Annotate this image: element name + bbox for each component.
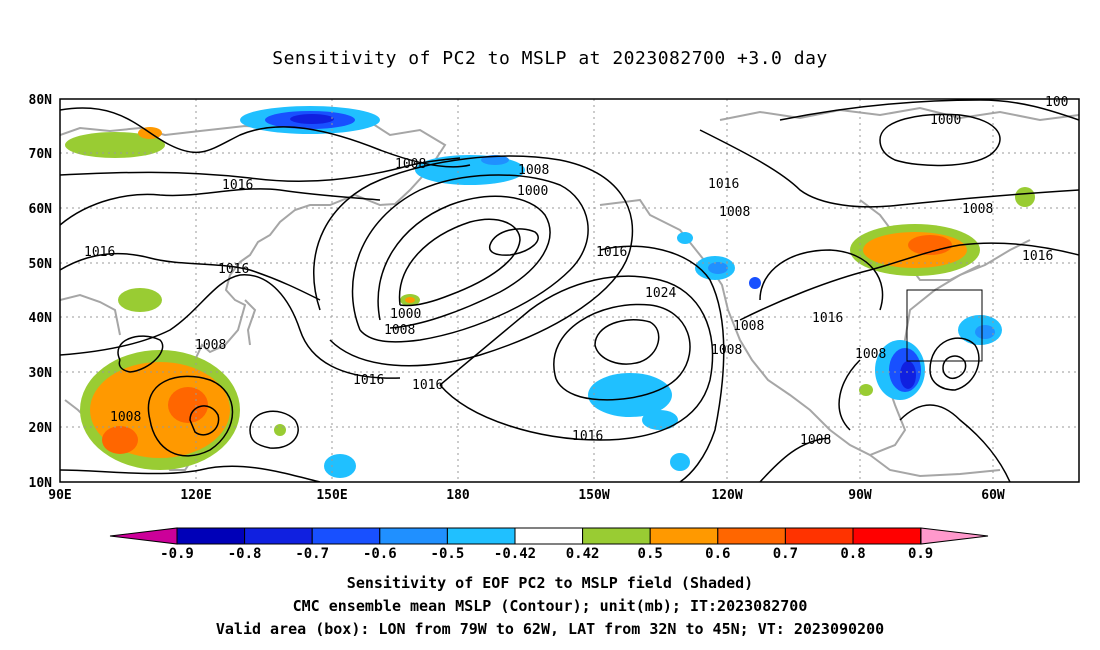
colorbar-label: 0.6 xyxy=(705,546,730,562)
contour-label: 1016 xyxy=(353,373,384,388)
colorbar-label: -0.42 xyxy=(494,546,536,562)
contour-label: 1008 xyxy=(384,323,415,338)
contour-label: 1016 xyxy=(572,429,603,444)
colorbar-label: 0.42 xyxy=(566,546,600,562)
contour-label: 1016 xyxy=(596,245,627,260)
colorbar-cells xyxy=(176,527,922,545)
colorbar-label: -0.7 xyxy=(295,546,329,562)
contour-label: 1008 xyxy=(195,338,226,353)
contour-label: 1008 xyxy=(518,163,549,178)
lat-label: 70N xyxy=(29,147,53,162)
lat-label: 60N xyxy=(29,202,53,217)
latitude-labels: 80N 70N 60N 50N 40N 30N 20N 10N xyxy=(29,93,53,491)
valid-area-box xyxy=(906,289,983,362)
colorbar-cell xyxy=(176,527,246,545)
contour-label: 1008 xyxy=(733,319,764,334)
colorbar-cell xyxy=(582,527,651,545)
colorbar-cell xyxy=(379,527,448,545)
lat-label: 50N xyxy=(29,257,53,272)
longitude-labels: 90E 120E 150E 180 150W 120W 90W 60W xyxy=(48,488,1005,503)
lon-label: 90E xyxy=(48,488,71,503)
contour-label: 1008 xyxy=(719,205,750,220)
lon-label: 120W xyxy=(711,488,742,503)
lon-label: 120E xyxy=(180,488,211,503)
contour-label: 1016 xyxy=(708,177,739,192)
colorbar-labels: -0.9 -0.8 -0.7 -0.6 -0.5 -0.42 0.42 0.5 0.6 0.7 0.… xyxy=(160,546,933,562)
lon-label: 90W xyxy=(848,488,872,503)
colorbar: -0.9 -0.8 -0.7 -0.6 -0.5 -0.42 0.42 0.5 0.6 0.7 0.… xyxy=(109,527,989,562)
shaded-sensitivity xyxy=(65,106,1035,478)
contour-label: 1000 xyxy=(930,113,961,128)
lat-label: 40N xyxy=(29,311,53,326)
contour-label: 1008 xyxy=(110,410,141,425)
colorbar-label: -0.9 xyxy=(160,546,194,562)
colorbar-cell xyxy=(244,527,313,545)
colorbar-end-low xyxy=(109,527,178,545)
contour-labels: 1008 1016 1008 1000 1016 1008 1016 1016 … xyxy=(84,95,1068,448)
colorbar-cell xyxy=(446,527,516,545)
lat-label: 80N xyxy=(29,93,53,108)
plot-area xyxy=(60,99,1079,482)
colorbar-cell xyxy=(784,527,854,545)
colorbar-end-high xyxy=(920,527,989,545)
contour-label: 1008 xyxy=(855,347,886,362)
lon-label: 150E xyxy=(316,488,347,503)
lon-label: 150W xyxy=(578,488,609,503)
contour-label: 1016 xyxy=(812,311,843,326)
colorbar-cell xyxy=(311,527,381,545)
lat-label: 10N xyxy=(29,476,53,491)
footer-line-2: CMC ensemble mean MSLP (Contour); unit(m… xyxy=(292,597,808,615)
grid-lines xyxy=(60,99,1079,482)
footer-line-3: Valid area (box): LON from 79W to 62W, L… xyxy=(215,620,885,638)
colorbar-label: 0.8 xyxy=(840,546,865,562)
lat-label: 30N xyxy=(29,366,53,381)
contour-label: 1008 xyxy=(395,157,426,172)
colorbar-label: 0.7 xyxy=(773,546,798,562)
lon-label: 60W xyxy=(981,488,1005,503)
colorbar-label: -0.5 xyxy=(431,546,465,562)
colorbar-label: 0.5 xyxy=(638,546,663,562)
contour-label: 1016 xyxy=(218,262,249,277)
contour-label: 1008 xyxy=(711,343,742,358)
colorbar-cell xyxy=(649,527,719,545)
contour-label: 1016 xyxy=(84,245,115,260)
colorbar-label: -0.6 xyxy=(363,546,397,562)
mslp-contours xyxy=(60,99,1079,482)
footer-line-1: Sensitivity of EOF PC2 to MSLP field (Sh… xyxy=(346,574,754,592)
colorbar-cell xyxy=(717,527,786,545)
colorbar-label: -0.8 xyxy=(228,546,262,562)
contour-label: 1000 xyxy=(517,184,548,199)
colorbar-label: 0.9 xyxy=(908,546,933,562)
lat-label: 20N xyxy=(29,421,53,436)
plot-frame xyxy=(59,98,1080,483)
contour-label: 1016 xyxy=(1022,249,1053,264)
contour-label: 100 xyxy=(1045,95,1068,110)
contour-label: 1008 xyxy=(962,202,993,217)
map-title: Sensitivity of PC2 to MSLP at 2023082700… xyxy=(272,48,828,69)
contour-label: 1016 xyxy=(222,178,253,193)
contour-label: 1000 xyxy=(390,307,421,322)
lon-label: 180 xyxy=(446,488,470,503)
colorbar-cell xyxy=(514,527,584,545)
contour-label: 1024 xyxy=(645,286,676,301)
contour-label: 1016 xyxy=(412,378,443,393)
colorbar-cell xyxy=(852,527,922,545)
contour-label: 1008 xyxy=(800,433,831,448)
